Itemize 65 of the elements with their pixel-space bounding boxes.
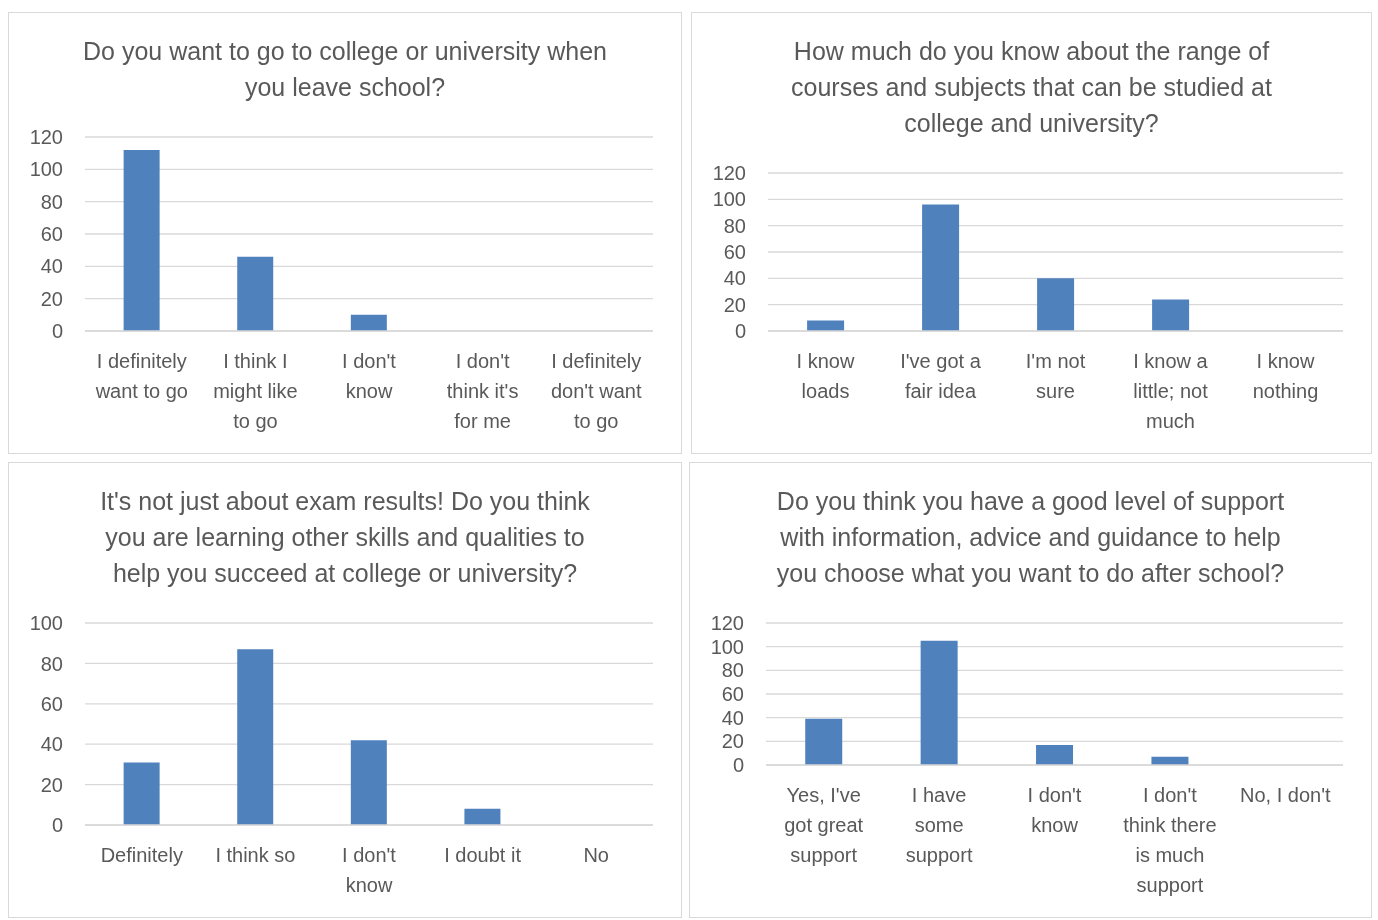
- bar: [237, 256, 274, 331]
- bar: [922, 204, 960, 331]
- bar: [1037, 278, 1075, 331]
- y-tick-label: 120: [712, 162, 746, 185]
- x-tick-label: I think so: [215, 844, 296, 866]
- y-tick-label: 80: [40, 190, 63, 213]
- x-tick-label: Definitely: [100, 844, 183, 866]
- x-tick-label: I definitely want to go: [94, 350, 188, 402]
- y-tick-label: 40: [40, 733, 63, 756]
- bar: [807, 320, 845, 331]
- bar: [237, 649, 274, 825]
- chart-title: It's not just about exam results! Do you think you are learning other skills and qualities to help you succeed at college or university?: [99, 486, 591, 589]
- y-tick-label: 60: [723, 241, 746, 264]
- y-tick-label: 40: [40, 255, 63, 278]
- y-tick-label: 120: [710, 612, 744, 635]
- y-tick-label: 0: [51, 814, 63, 837]
- x-tick-label: I know loads: [796, 350, 855, 402]
- y-tick-label: 120: [29, 126, 63, 149]
- bar: [805, 718, 843, 765]
- y-tick-label: 20: [721, 730, 744, 753]
- x-tick-label: Yes, I've got great support: [784, 784, 864, 866]
- x-tick-label: No: [583, 844, 609, 866]
- x-tick-label: I doubt it: [444, 844, 522, 866]
- bar: [1036, 744, 1074, 765]
- x-tick-label: I don't think there is much support: [1123, 784, 1217, 896]
- bar: [123, 762, 160, 825]
- x-tick-label: I don't know: [342, 844, 397, 896]
- y-tick-label: 80: [40, 652, 63, 675]
- chart-title: How much do you know about the range of courses and subjects that can be studied at college and university?: [790, 36, 1273, 139]
- x-tick-label: I definitely don't want to go: [550, 350, 642, 432]
- x-tick-label: I don't know: [1027, 784, 1082, 836]
- y-tick-label: 0: [734, 320, 746, 343]
- bar: [464, 808, 501, 825]
- y-tick-label: 60: [40, 223, 63, 246]
- x-tick-label: No, I don't: [1240, 784, 1332, 806]
- y-tick-label: 60: [721, 683, 744, 706]
- y-tick-label: 60: [40, 692, 63, 715]
- y-tick-label: 40: [721, 706, 744, 729]
- x-tick-label: I don't know: [342, 350, 397, 402]
- bar: [920, 640, 958, 765]
- y-tick-label: 100: [712, 188, 746, 211]
- y-tick-label: 0: [732, 754, 744, 777]
- y-tick-label: 100: [710, 635, 744, 658]
- x-tick-label: I think I might like to go: [213, 350, 298, 432]
- bar: [350, 314, 387, 331]
- bar: [123, 149, 160, 331]
- x-tick-label: I don't think it's for me: [446, 350, 519, 432]
- x-tick-label: I have some support: [905, 784, 973, 866]
- x-tick-label: I know nothing: [1252, 350, 1319, 402]
- y-tick-label: 80: [723, 214, 746, 237]
- y-tick-label: 20: [40, 773, 63, 796]
- y-tick-label: 40: [723, 267, 746, 290]
- y-tick-label: 20: [723, 293, 746, 316]
- x-tick-label: I know a little; not much: [1133, 350, 1209, 432]
- bar: [1152, 299, 1190, 331]
- bar: [350, 740, 387, 825]
- y-tick-label: 100: [29, 612, 63, 635]
- y-tick-label: 0: [51, 320, 63, 343]
- y-tick-label: 100: [29, 158, 63, 181]
- x-tick-label: I'm not sure: [1025, 350, 1086, 402]
- y-tick-label: 20: [40, 287, 63, 310]
- chart-title: Do you want to go to college or university when you leave school?: [82, 36, 608, 103]
- chart-title: Do you think you have a good level of support with information, advice and guidance to help you choose what you want to do after school?: [775, 486, 1286, 589]
- x-tick-label: I've got a fair idea: [900, 350, 982, 402]
- y-tick-label: 80: [721, 659, 744, 682]
